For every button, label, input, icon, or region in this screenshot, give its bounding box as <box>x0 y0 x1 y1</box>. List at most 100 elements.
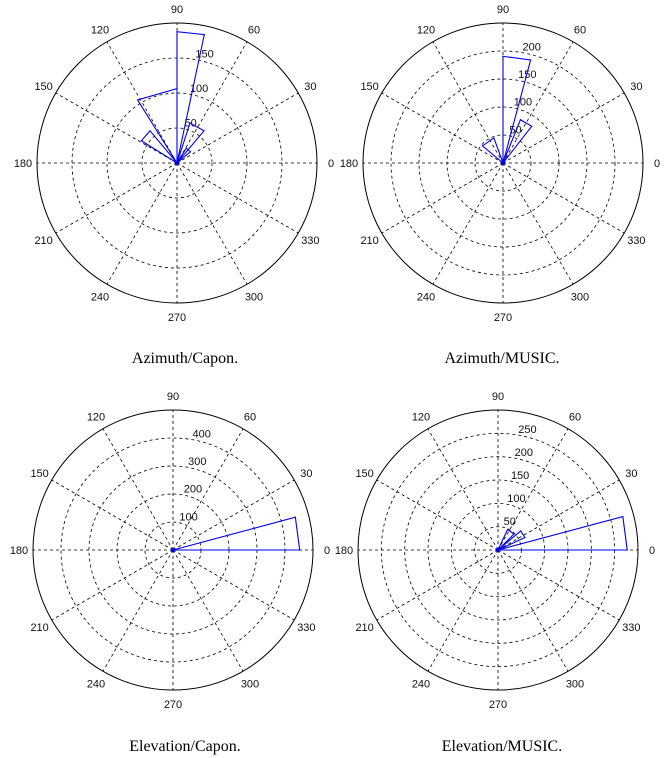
grid-spoke <box>427 428 499 551</box>
grid-ring <box>474 134 532 192</box>
angle-tick-label: 150 <box>30 468 48 480</box>
data-point <box>176 88 178 90</box>
radial-tick-label: 100 <box>514 97 532 109</box>
angle-tick-label: 300 <box>571 291 589 303</box>
angle-tick-label: 0 <box>654 158 660 170</box>
angle-tick-label: 330 <box>297 622 315 634</box>
angle-tick-label: 240 <box>87 678 105 690</box>
angle-tick-label: 90 <box>497 4 509 16</box>
grid-spoke <box>502 162 574 285</box>
polar-chart-1: 030609012015018021024027030033050100150A… <box>14 4 334 367</box>
angle-tick-label: 120 <box>417 25 435 37</box>
grid-ring <box>390 50 616 276</box>
data-point <box>481 145 484 147</box>
data-point <box>493 137 495 139</box>
data-point <box>502 55 504 57</box>
series-line-1 <box>136 31 205 165</box>
angle-tick-label: 60 <box>569 412 581 424</box>
angle-tick-label: 30 <box>300 468 312 480</box>
chart-caption: Elevation/MUSIC. <box>442 738 562 755</box>
radial-tick-label: 150 <box>195 48 213 60</box>
angle-tick-label: 210 <box>355 622 373 634</box>
grid-spoke <box>176 162 299 234</box>
grid-spoke <box>172 428 244 551</box>
angle-tick-label: 240 <box>412 678 430 690</box>
grid-spoke <box>502 41 574 164</box>
angle-tick-label: 180 <box>14 158 32 170</box>
outer-circle <box>362 22 644 304</box>
radial-tick-label: 100 <box>179 511 197 523</box>
data-point <box>506 528 509 531</box>
series-line-1 <box>496 515 628 552</box>
data-point <box>626 549 628 551</box>
radial-tick-label: 250 <box>518 424 536 436</box>
radial-tick-label: 150 <box>511 470 529 482</box>
radial-tick-label: 200 <box>523 41 541 53</box>
grid-spoke <box>102 428 174 551</box>
angle-tick-label: 150 <box>355 468 373 480</box>
grid-spoke <box>381 162 504 234</box>
grid-ring <box>106 92 248 234</box>
angle-tick-label: 60 <box>244 412 256 424</box>
grid-spoke <box>497 549 620 621</box>
grid-spoke <box>102 549 174 672</box>
angle-tick-label: 330 <box>301 235 319 247</box>
angle-tick-label: 180 <box>335 545 353 557</box>
angle-tick-label: 0 <box>328 158 334 170</box>
series-line-1 <box>172 516 301 551</box>
angle-tick-label: 300 <box>566 678 584 690</box>
grid-spoke <box>172 549 244 672</box>
angle-tick-label: 240 <box>91 291 109 303</box>
angle-tick-label: 210 <box>30 622 48 634</box>
grid-spoke <box>106 162 178 285</box>
data-point <box>524 536 526 539</box>
radial-tick-label: 150 <box>518 69 536 81</box>
data-point <box>136 99 139 101</box>
angle-tick-label: 60 <box>574 25 586 37</box>
data-point <box>530 59 532 61</box>
grid-spoke <box>497 428 569 551</box>
data-point <box>176 31 178 33</box>
series-line-1 <box>481 55 533 164</box>
chart-caption: Azimuth/Capon. <box>132 350 238 367</box>
grid-spoke <box>381 92 504 164</box>
grid-spoke <box>176 162 248 285</box>
angle-tick-label: 90 <box>167 391 179 403</box>
grid-spoke <box>502 162 625 234</box>
grid-spoke <box>51 479 174 551</box>
angle-tick-label: 150 <box>34 81 52 93</box>
data-point <box>203 34 205 36</box>
data-point <box>189 122 191 124</box>
angle-tick-label: 30 <box>630 81 642 93</box>
grid-spoke <box>176 92 299 164</box>
data-point <box>622 515 624 518</box>
polar-chart-4: 0 30 60 90 120 150 180 210 240 270 300 330 50 100 150 2… <box>335 391 655 755</box>
angle-tick-label: 0 <box>324 545 330 557</box>
angle-tick-label: 30 <box>304 81 316 93</box>
grid-spoke <box>176 41 248 164</box>
grid-spoke <box>376 479 499 551</box>
chart-caption: Elevation/Capon. <box>129 738 241 755</box>
angle-tick-label: 210 <box>34 235 52 247</box>
data-point <box>203 130 205 132</box>
data-point <box>140 140 142 142</box>
grid-spoke <box>502 92 625 164</box>
outer-circle <box>32 409 314 691</box>
center-marker <box>501 161 505 165</box>
outer-circle <box>357 409 639 691</box>
angle-tick-label: 330 <box>627 235 645 247</box>
grid-spoke <box>497 479 620 551</box>
angle-tick-label: 120 <box>91 25 109 37</box>
data-point <box>189 151 192 153</box>
data-point <box>185 147 187 149</box>
radial-tick-label: 300 <box>188 456 206 468</box>
angle-tick-label: 150 <box>360 81 378 93</box>
grid-spoke <box>376 549 499 621</box>
angle-tick-label: 270 <box>489 699 507 711</box>
outer-circle <box>36 22 318 304</box>
angle-tick-label: 120 <box>412 412 430 424</box>
data-point <box>520 530 522 532</box>
data-point <box>299 549 301 551</box>
grid-spoke <box>427 549 499 672</box>
